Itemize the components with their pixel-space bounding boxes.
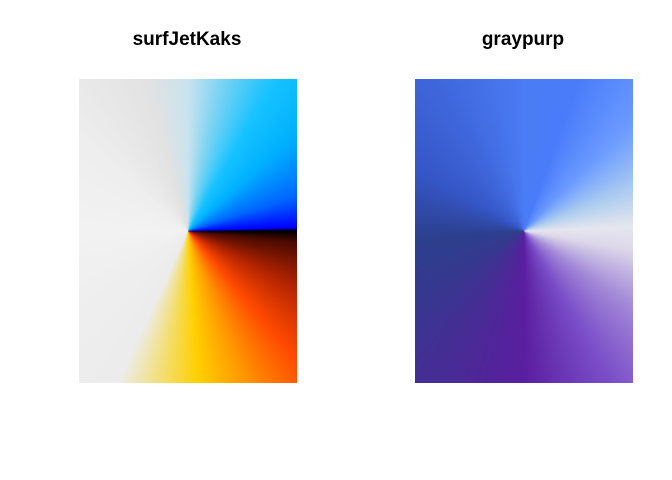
panel-title-surfjetkaks: surfJetKaks (132, 29, 242, 50)
conic-swatch-surfjetkaks (79, 79, 297, 383)
conic-swatch-graypurp (415, 79, 633, 383)
panel-title-graypurp: graypurp (481, 29, 565, 50)
